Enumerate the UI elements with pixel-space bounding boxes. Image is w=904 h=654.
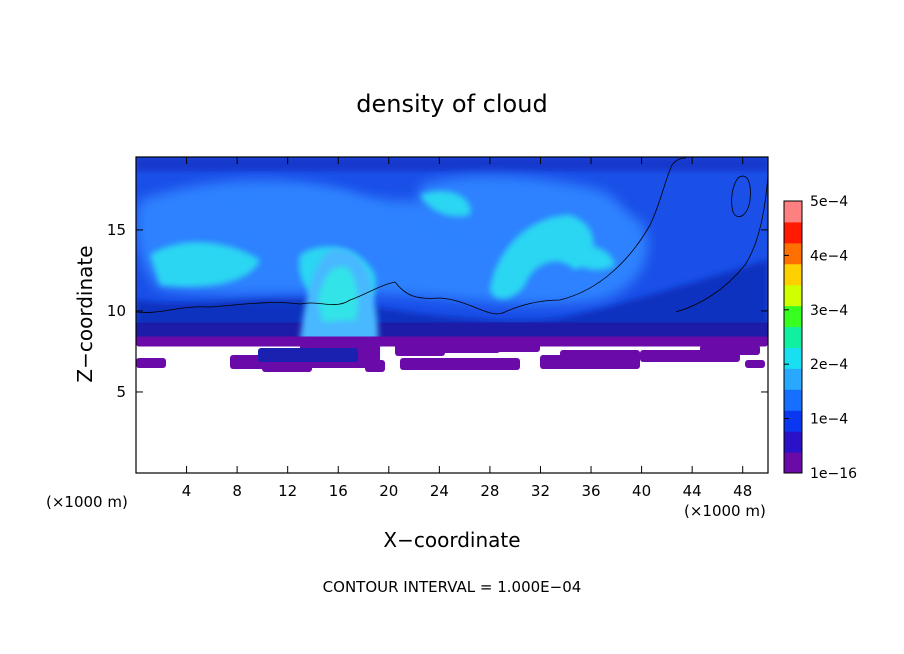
colorbar-band — [784, 221, 802, 244]
precip-fringe — [470, 340, 540, 352]
y-tick-label: 10 — [107, 302, 126, 320]
x-tick-label: 28 — [480, 482, 499, 500]
x-tick-label: 24 — [430, 482, 449, 500]
cloud-top-band — [136, 157, 768, 171]
y-tick-label: 5 — [116, 383, 126, 401]
colorbar-tick-label: 2e−4 — [810, 357, 848, 373]
contour-line — [136, 157, 687, 315]
colorbar-min-label: 1e−16 — [810, 466, 857, 482]
contour-line — [731, 175, 751, 217]
x-axis: 4 8 12 16 20 24 28 32 36 40 44 48 — [182, 157, 752, 500]
precip-dark — [258, 348, 358, 362]
y-tick-label: 15 — [107, 221, 126, 239]
precip-fringe — [560, 350, 640, 360]
precip-fringe — [136, 358, 166, 368]
precip-fringe — [365, 360, 385, 372]
x-tick-label: 12 — [278, 482, 297, 500]
y-axis-label: Z−coordinate — [73, 245, 97, 382]
precip-fringe — [745, 360, 765, 368]
colorbar-tick-label: 1e−4 — [810, 412, 848, 428]
precip-fringe — [700, 345, 760, 355]
colorbar-frame — [783, 200, 803, 474]
colorbar-tick-label: 5e−4 — [810, 194, 848, 210]
x-tick-label: 16 — [329, 482, 348, 500]
colorbar-band — [784, 431, 802, 453]
colorbar-band — [784, 242, 802, 265]
colorbar-band — [784, 389, 802, 411]
x-tick-label: 20 — [379, 482, 398, 500]
precip-fringe — [136, 336, 768, 347]
x-tick-label: 8 — [232, 482, 242, 500]
cloud-base-strip — [136, 322, 768, 339]
colorbar-band — [784, 201, 802, 223]
plume-core — [318, 266, 358, 322]
x-tick-label: 40 — [632, 482, 651, 500]
colorbar-band — [784, 263, 802, 286]
cloud-bright-swirl — [560, 245, 615, 270]
plot-area — [136, 157, 768, 473]
chart-title: density of cloud — [356, 90, 547, 118]
colorbar-band — [784, 326, 802, 348]
cloud-bright-swirl — [490, 215, 594, 300]
colorbar-band — [784, 284, 802, 307]
x-tick-label: 36 — [581, 482, 600, 500]
x-unit-right: (×1000 m) — [684, 502, 766, 520]
cloud-bright-swirl — [150, 242, 260, 287]
plot-frame — [135, 156, 769, 474]
contour-line — [675, 174, 768, 313]
cloud-lower-band — [136, 260, 768, 340]
x-tick-label: 48 — [733, 482, 752, 500]
x-unit-left: (×1000 m) — [46, 493, 128, 511]
cloud-field — [136, 157, 768, 372]
colorbar: 1e−4 2e−4 3e−4 4e−4 5e−4 1e−16 — [783, 194, 857, 482]
colorbar-tick-label: 3e−4 — [810, 303, 848, 319]
precip-fringe — [400, 358, 520, 370]
colorbar-band — [784, 347, 802, 369]
x-tick-label: 44 — [683, 482, 702, 500]
x-tick-label: 32 — [531, 482, 550, 500]
cloud-bright-swirl — [420, 191, 471, 217]
x-axis-label: X−coordinate — [383, 528, 520, 552]
colorbar-band — [784, 305, 802, 328]
x-tick-label: 4 — [182, 482, 192, 500]
colorbar-tick-label: 4e−4 — [810, 248, 848, 264]
colorbar-band — [784, 368, 802, 390]
colorbar-band — [784, 452, 802, 474]
contour-interval-note: CONTOUR INTERVAL = 1.000E−04 — [323, 578, 582, 596]
y-axis: 5 10 15 — [107, 221, 768, 401]
colorbar-band — [784, 410, 802, 432]
